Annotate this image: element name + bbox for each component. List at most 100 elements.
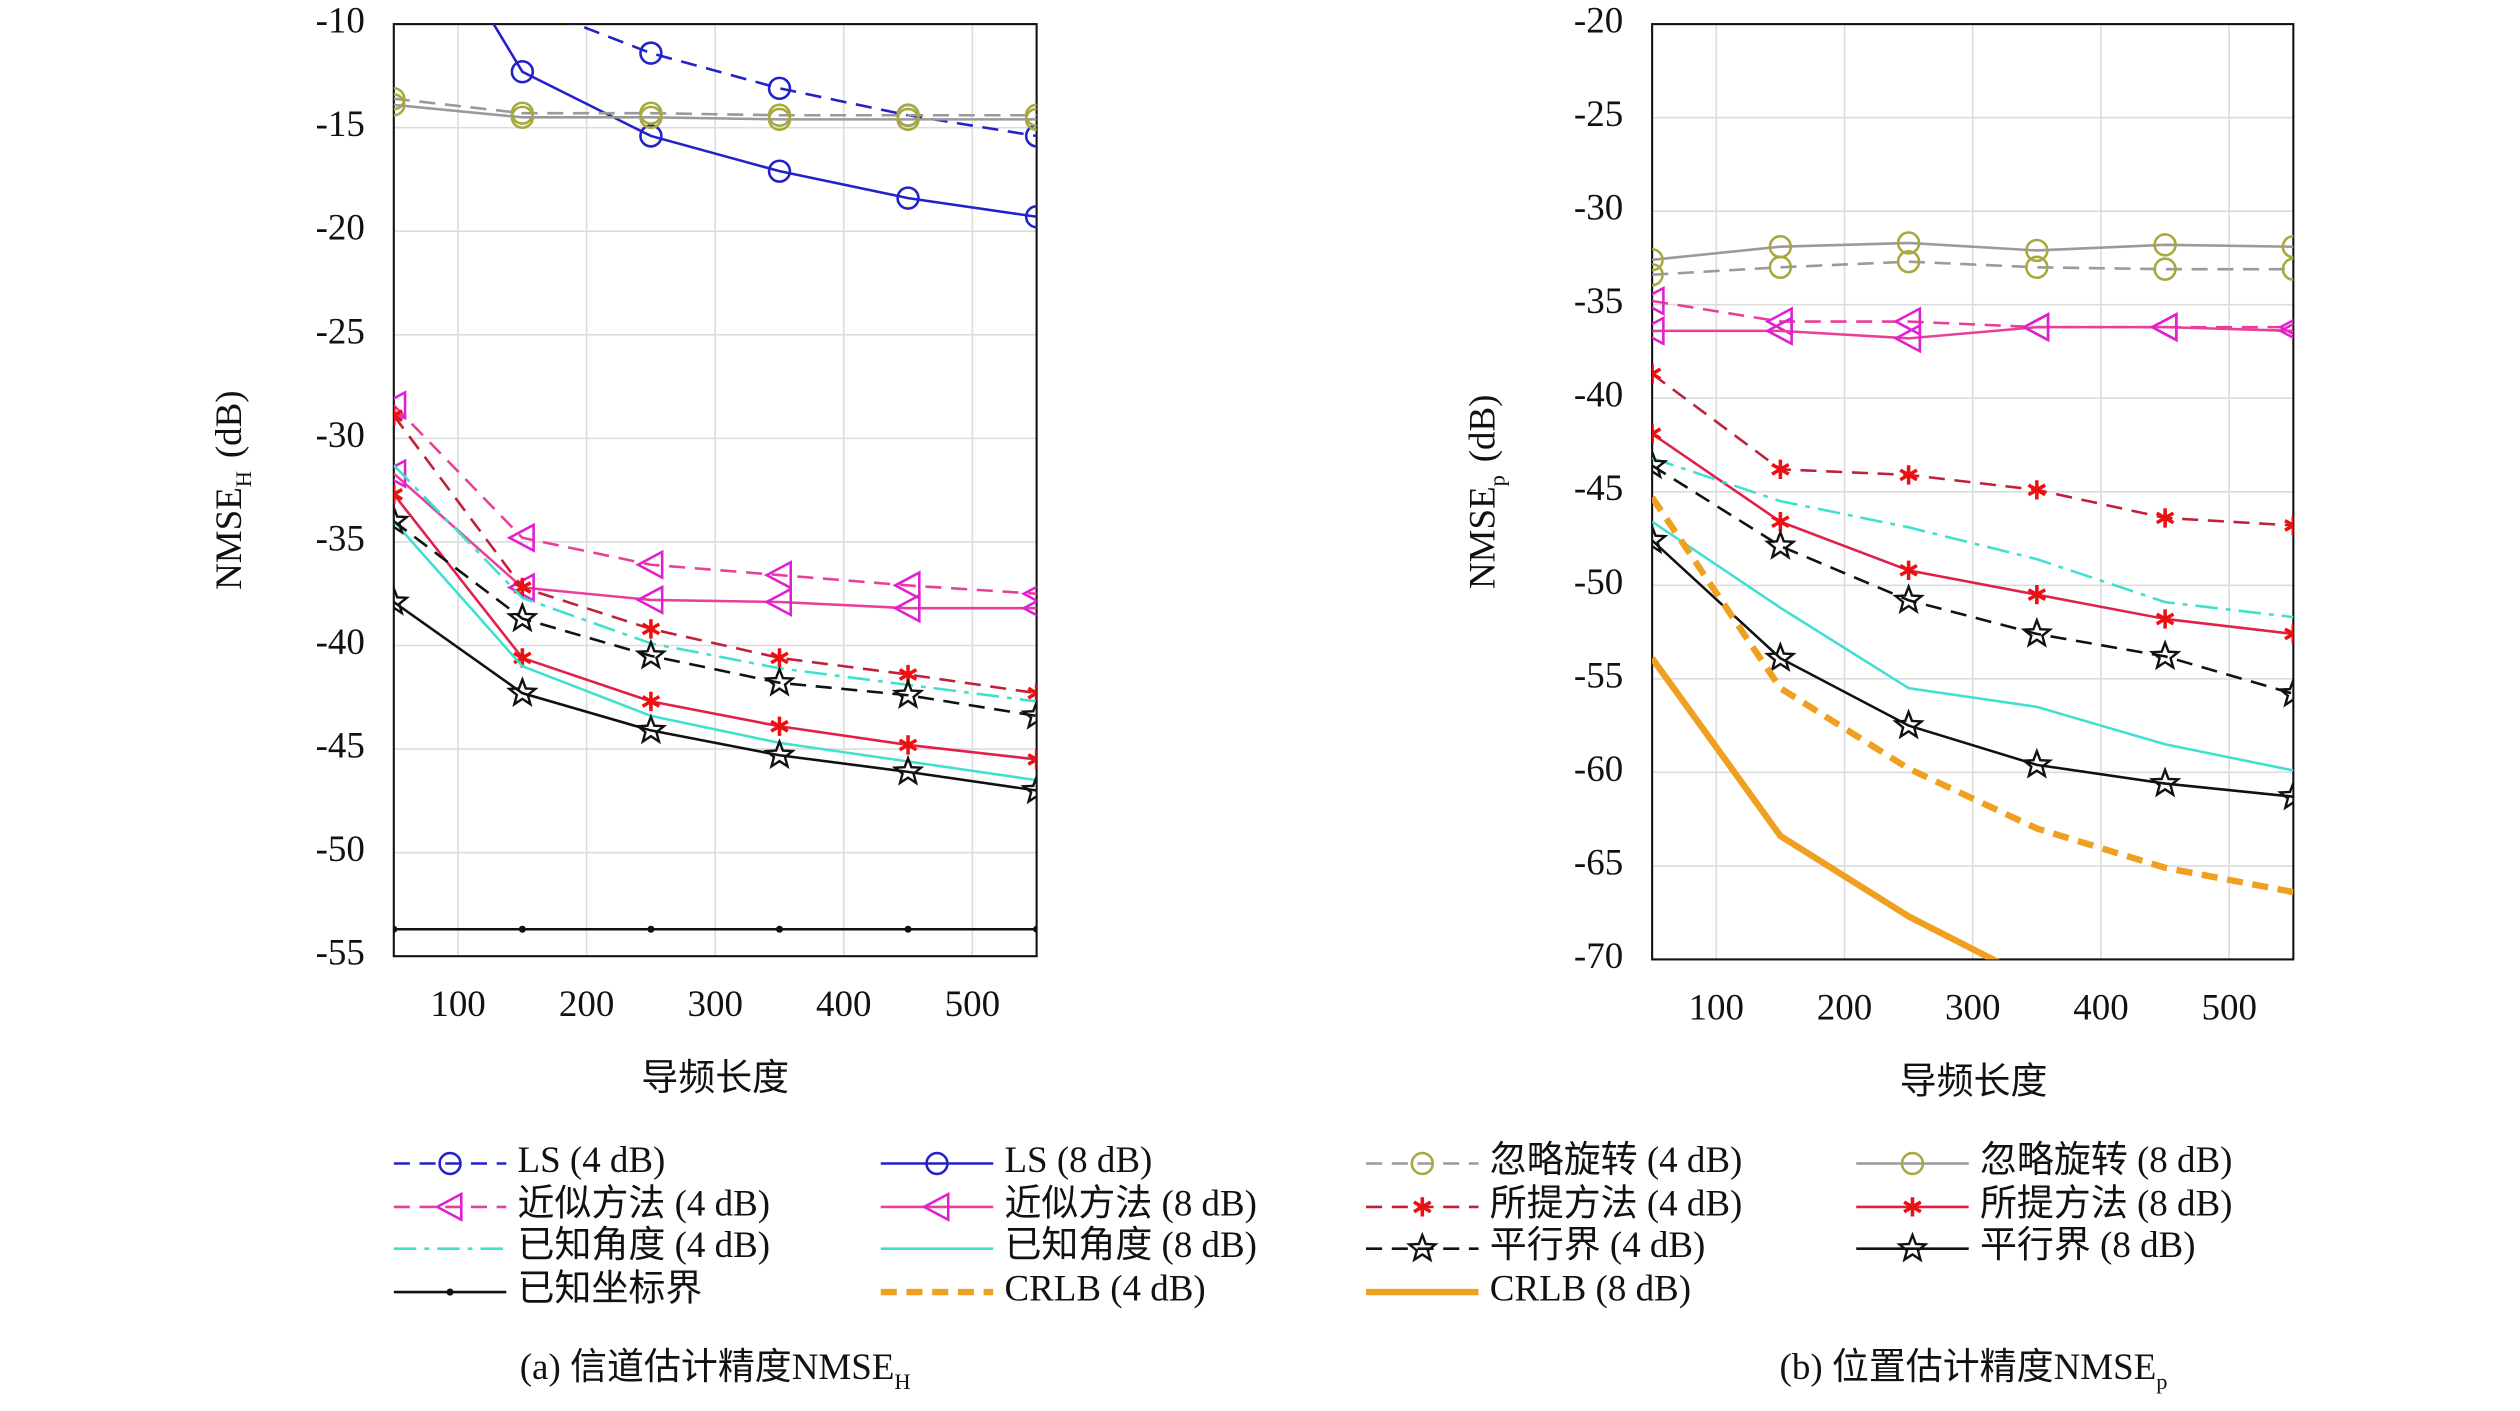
- marker: [1893, 323, 1922, 354]
- marker: [898, 735, 918, 755]
- series: 平行界 (8 dB): [1652, 523, 2294, 811]
- series-line: [393, 520, 1037, 718]
- plot-frame: [1651, 23, 2295, 961]
- marker: [2148, 639, 2182, 671]
- marker: [770, 648, 789, 668]
- marker: [393, 390, 407, 421]
- marker: [2284, 624, 2294, 644]
- marker: [763, 587, 793, 618]
- marker: [518, 925, 526, 933]
- y-axis-label: NMSEH (dB): [209, 390, 256, 590]
- marker: [1900, 1151, 1925, 1176]
- series-line: [1652, 520, 2294, 772]
- marker: [1764, 315, 1793, 346]
- marker: [639, 105, 663, 130]
- marker: [1652, 263, 1664, 287]
- caption: (a) 信道估计精度NMSEH: [520, 1346, 911, 1393]
- marker: [506, 676, 539, 707]
- series-line: [393, 97, 1037, 117]
- marker: [393, 504, 411, 536]
- y-tick-label: -45: [316, 725, 365, 766]
- series: 忽略旋转 (8 dB): [393, 93, 1037, 132]
- marker: [925, 1151, 949, 1176]
- x-tick-label: 300: [687, 983, 742, 1024]
- y-axis-label: NMSEp (dB): [1462, 394, 1509, 589]
- x-tick-label: 400: [816, 983, 871, 1024]
- marker: [1027, 749, 1037, 770]
- y-label-main: NMSE: [1462, 486, 1503, 589]
- legend-label: CRLB (4 dB): [1004, 1268, 1205, 1310]
- marker: [510, 60, 535, 84]
- marker: [1406, 1231, 1439, 1263]
- series: 所提方法 (4 dB): [1652, 364, 2294, 536]
- series: 已知角度 (8 dB): [1652, 520, 2294, 772]
- marker: [2149, 312, 2178, 343]
- y-tick-label: -45: [1574, 467, 1623, 508]
- y-tick-label: -65: [1574, 841, 1623, 882]
- marker: [635, 584, 664, 615]
- marker: [763, 738, 796, 770]
- series-line: [393, 103, 1037, 121]
- marker: [904, 925, 912, 933]
- series-line: [1652, 432, 2294, 636]
- marker: [1652, 315, 1665, 346]
- marker: [1896, 231, 1921, 255]
- marker: [1771, 459, 1790, 479]
- caption-sub: p: [2156, 1368, 2167, 1393]
- y-tick-label: -50: [1574, 561, 1623, 602]
- series: 近似方法 (8 dB): [1652, 312, 2294, 354]
- marker: [1893, 306, 1922, 337]
- series: 所提方法 (8 dB): [1652, 424, 2294, 644]
- marker: [438, 1151, 462, 1176]
- marker: [1903, 1197, 1922, 1217]
- marker: [1764, 528, 1797, 560]
- marker: [393, 86, 406, 111]
- marker: [2027, 585, 2047, 605]
- y-tick-label: -70: [1574, 935, 1623, 976]
- legend-label: CRLB (8 dB): [1490, 1268, 1691, 1310]
- legend-label: 平行界 (8 dB): [1980, 1224, 2196, 1266]
- marker: [1896, 1231, 1929, 1263]
- caption-main: (b) 位置估计精度NMSE: [1780, 1346, 2157, 1388]
- y-tick-label: -50: [316, 828, 365, 869]
- series: 已知坐标界: [393, 925, 1037, 933]
- series-line: [1652, 241, 2294, 262]
- x-tick-label: 200: [559, 983, 614, 1024]
- y-tick-label: -20: [1574, 0, 1623, 41]
- y-label-main: NMSE: [209, 487, 250, 590]
- marker: [2277, 318, 2294, 336]
- marker: [1652, 285, 1665, 316]
- x-tick-label: 500: [945, 983, 1000, 1024]
- marker: [2020, 747, 2054, 779]
- x-tick-label: 100: [430, 983, 485, 1024]
- legend-label: 忽略旋转 (8 dB): [1980, 1139, 2233, 1181]
- marker: [641, 691, 661, 712]
- marker: [1892, 583, 1925, 615]
- marker: [2021, 312, 2050, 343]
- legend-label: 平行界 (4 dB): [1490, 1224, 1706, 1266]
- marker: [1020, 773, 1037, 805]
- series: 所提方法 (4 dB): [393, 405, 1037, 703]
- legend-label: 已知角度 (4 dB): [518, 1224, 771, 1266]
- y-tick-label: -60: [1574, 748, 1623, 789]
- marker: [2153, 257, 2177, 281]
- legend-label: LS (8 dB): [1004, 1139, 1152, 1181]
- marker: [2284, 515, 2294, 536]
- marker: [1899, 465, 1918, 485]
- x-tick-label: 100: [1689, 986, 1744, 1027]
- marker: [767, 76, 792, 101]
- series: 平行界 (4 dB): [1652, 448, 2294, 708]
- series-line: [1652, 464, 2294, 696]
- marker: [1892, 708, 1925, 740]
- plot-area: LS (4 dB)LS (8 dB)忽略旋转 (4 dB)忽略旋转 (8 dB)…: [393, 24, 1037, 933]
- series-line: [393, 472, 1037, 610]
- series: CRLB (8 dB): [1652, 656, 2000, 960]
- y-tick-label: -25: [1574, 93, 1623, 134]
- y-label-sub: p: [1484, 475, 1509, 486]
- series: LS (8 dB): [492, 24, 1037, 229]
- series-line: [1652, 656, 2000, 960]
- y-tick-label: -40: [1574, 374, 1623, 415]
- marker: [763, 665, 796, 697]
- legend-label: LS (4 dB): [518, 1139, 666, 1181]
- marker: [1020, 698, 1037, 730]
